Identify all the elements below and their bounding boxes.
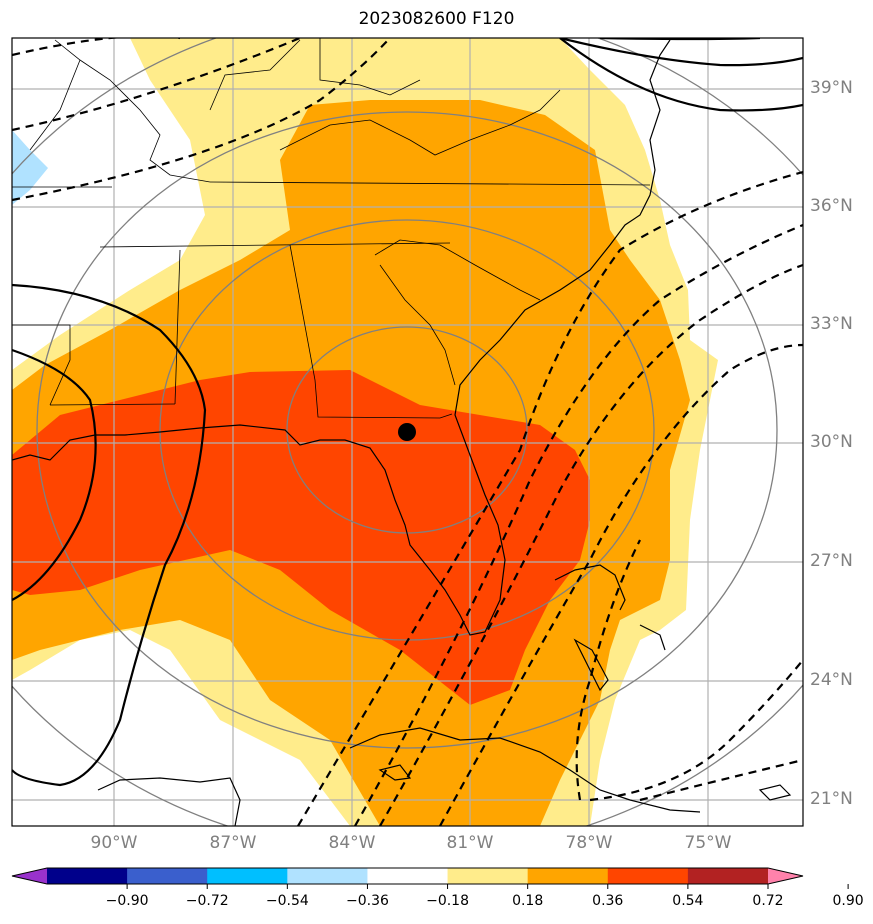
colorbar-segment [47,868,128,884]
colorbar-tick-label: 0.72 [752,893,784,909]
colorbar-extend-low [12,868,47,884]
colorbar-tick-label: 0.36 [592,893,624,909]
colorbar-outline [11,867,804,885]
lat-label-21n: 21°N [810,789,853,809]
colorbar-segment [607,868,689,884]
colorbar-tick-label: −0.72 [185,893,229,909]
colorbar-segment [527,868,609,884]
fill-red-orange [12,370,590,705]
map-area [12,38,803,826]
colorbar-tick-label: 0.90 [832,893,864,909]
map-title: 2023082600 F120 [358,9,515,29]
center-marker [398,423,416,441]
fill-light-blue [12,130,48,205]
lon-label-81w: 81°W [446,833,494,853]
lon-label-78w: 78°W [565,833,613,853]
state-borders [12,38,651,419]
lat-label-36n: 36°N [810,196,853,216]
colorbar-tick-label: 0.54 [672,893,704,909]
lat-label-33n: 33°N [810,314,853,334]
colorbar-segment [447,868,529,884]
colorbar-segment [367,868,449,884]
colorbar-segment [127,868,208,884]
colorbar-tick-label: 0.18 [512,893,544,909]
colorbar-tick-label: −0.18 [426,893,469,909]
colorbar-tick-label: −0.54 [265,893,309,909]
lat-label-39n: 39°N [810,78,853,98]
gridlines [12,38,803,826]
lon-label-84w: 84°W [328,833,376,853]
colorbar-segment [687,868,769,884]
lon-label-87w: 87°W [209,833,257,853]
colorbar [11,867,849,889]
map-frame [11,37,804,827]
coastlines [12,39,792,826]
lat-label-27n: 27°N [810,551,853,571]
lat-label-24n: 24°N [810,670,853,690]
lat-label-30n: 30°N [810,432,853,452]
colorbar-tick-label: −0.90 [105,893,149,909]
colorbar-tick-label: −0.36 [345,893,389,909]
colorbar-extend-high [768,868,803,884]
contour-lines [12,38,803,826]
lon-label-90w: 90°W [90,833,138,853]
colorbar-segment [287,868,368,884]
colorbar-segment [207,868,288,884]
lon-label-75w: 75°W [684,833,732,853]
